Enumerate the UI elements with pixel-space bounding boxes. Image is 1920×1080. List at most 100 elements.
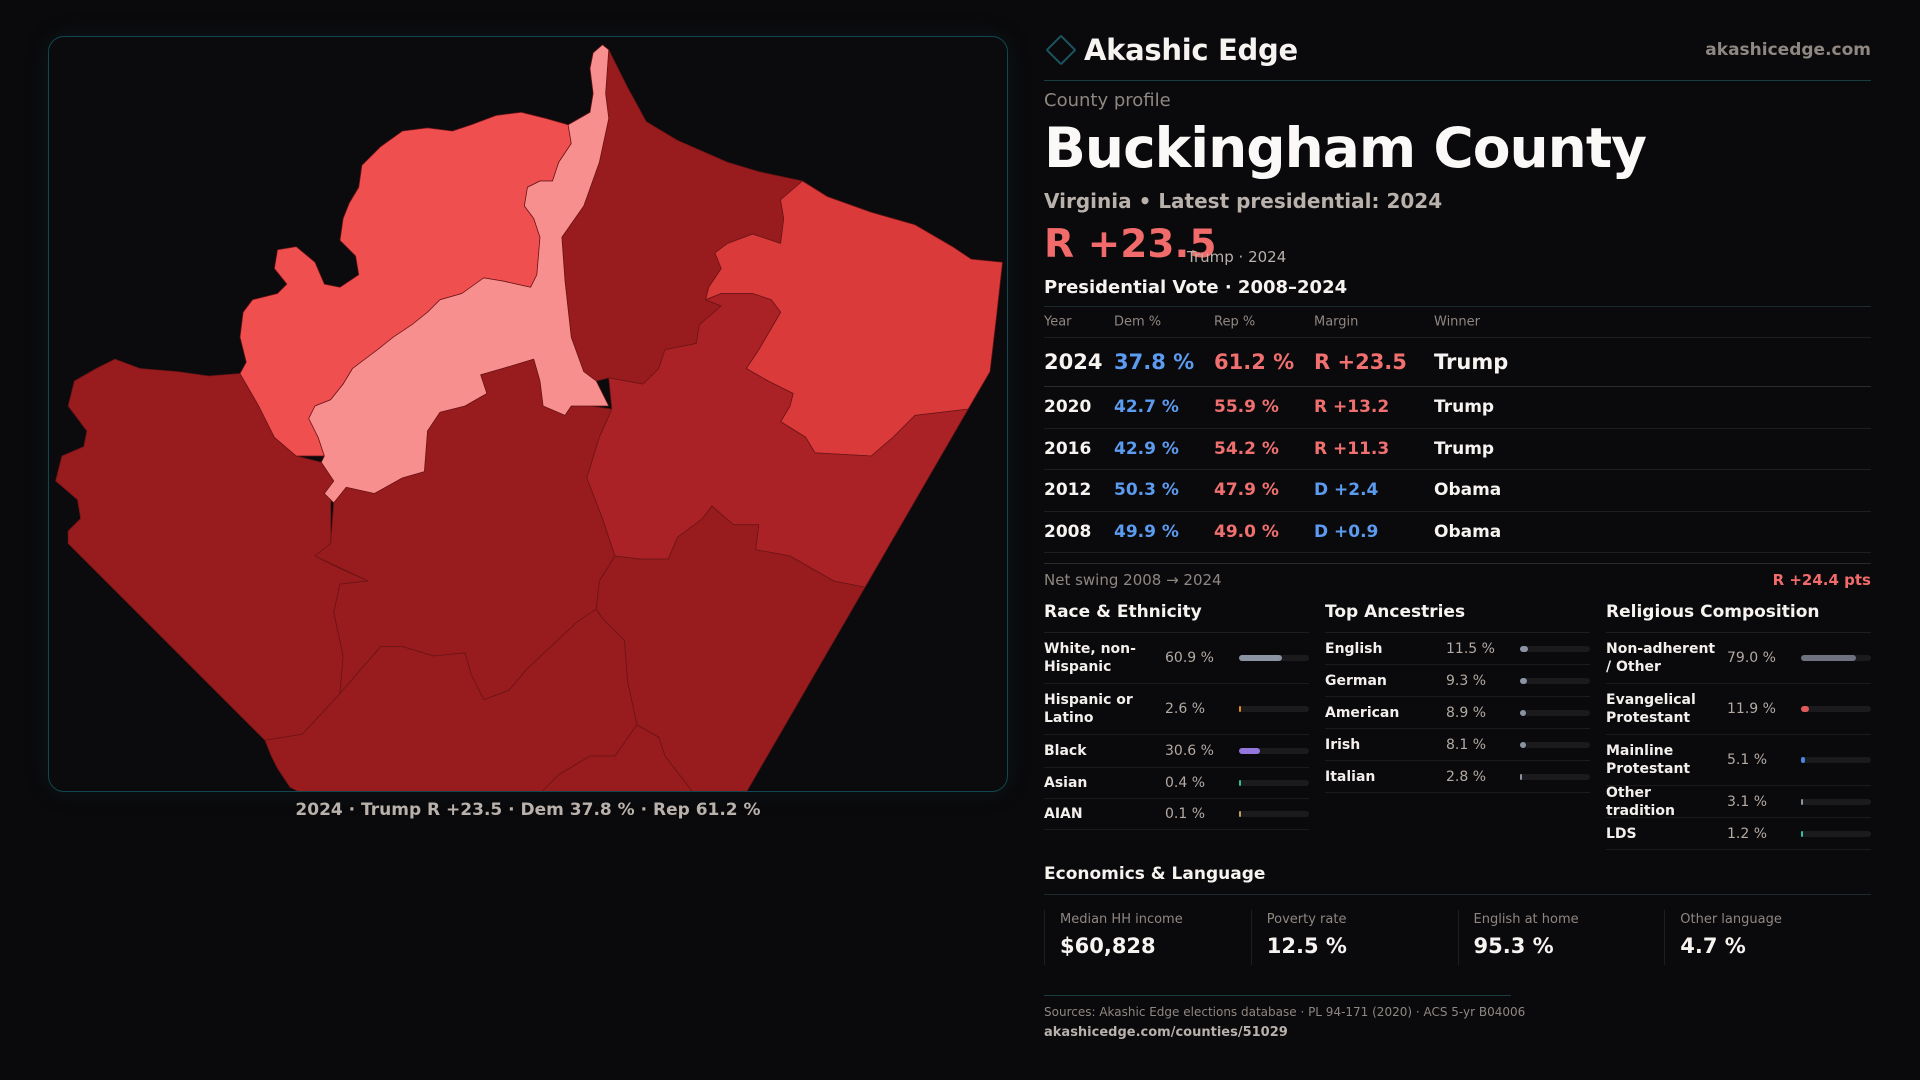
vote-year: 2024 xyxy=(1044,350,1103,374)
religion-row: Evangelical Protestant 11.9 % xyxy=(1606,684,1871,735)
county-url[interactable]: akashicedge.com/counties/51029 xyxy=(1044,1025,1288,1040)
brand[interactable]: Akashic Edge xyxy=(1044,30,1298,70)
stat-label: American xyxy=(1325,704,1400,721)
race-row: White, non-Hispanic 60.9 % xyxy=(1044,633,1309,684)
vote-margin: D +0.9 xyxy=(1314,521,1379,542)
swing-label: Net swing 2008 → 2024 xyxy=(1044,571,1222,589)
religion-row: Non-adherent / Other 79.0 % xyxy=(1606,633,1871,684)
religion-row: Other tradition 3.1 % xyxy=(1606,784,1871,819)
econ-card-poverty: Poverty rate 12.5 % xyxy=(1250,910,1458,965)
card-label: English at home xyxy=(1473,912,1579,927)
vote-year: 2012 xyxy=(1044,480,1092,501)
stat-value: 60.9 % xyxy=(1165,650,1214,666)
economics-title: Economics & Language xyxy=(1044,864,1266,884)
county-map-panel xyxy=(48,36,1008,792)
stat-bar-fill xyxy=(1520,741,1526,748)
stat-bar-track xyxy=(1801,706,1871,712)
race-section: Race & Ethnicity White, non-Hispanic 60.9… xyxy=(1044,602,1309,830)
col-winner: Winner xyxy=(1434,314,1481,329)
vote-winner: Trump xyxy=(1434,438,1495,459)
stat-value: 11.9 % xyxy=(1727,701,1776,717)
stat-bar-fill xyxy=(1520,773,1522,780)
stat-value: 11.5 % xyxy=(1446,640,1495,657)
card-value: 95.3 % xyxy=(1473,934,1554,958)
votes-divider xyxy=(1044,306,1871,307)
card-label: Median HH income xyxy=(1060,912,1183,927)
stat-value: 30.6 % xyxy=(1165,743,1214,759)
stat-bar-track xyxy=(1520,645,1590,652)
vote-year: 2016 xyxy=(1044,438,1092,459)
vote-rep: 49.0 % xyxy=(1214,521,1279,542)
stat-bar-fill xyxy=(1801,655,1857,661)
religion-section: Religious Composition Non-adherent / Oth… xyxy=(1606,602,1871,850)
card-value: 4.7 % xyxy=(1680,934,1746,958)
sources-note: Sources: Akashic Edge elections database… xyxy=(1044,1005,1526,1019)
stat-label: Non-adherent / Other xyxy=(1606,641,1716,675)
stat-bar-track xyxy=(1520,677,1590,684)
stat-bar-track xyxy=(1239,811,1309,817)
religion-row: LDS 1.2 % xyxy=(1606,818,1871,850)
col-margin: Margin xyxy=(1314,314,1359,329)
ancestry-row: Italian 2.8 % xyxy=(1325,761,1590,793)
religion-title: Religious Composition xyxy=(1606,602,1871,633)
footer-divider xyxy=(1044,995,1511,996)
stat-value: 0.1 % xyxy=(1165,806,1206,822)
vote-year: 2020 xyxy=(1044,397,1092,418)
stat-value: 0.4 % xyxy=(1165,775,1206,791)
stat-value: 2.8 % xyxy=(1446,768,1487,785)
vote-winner: Obama xyxy=(1434,480,1502,501)
vote-row: 2024 37.8 % 61.2 % R +23.5 Trump xyxy=(1044,338,1871,387)
site-link[interactable]: akashicedge.com xyxy=(1705,40,1871,60)
vote-table-header: Year Dem % Rep % Margin Winner xyxy=(1044,306,1871,338)
vote-margin: R +23.5 xyxy=(1314,350,1407,374)
stat-bar-track xyxy=(1801,830,1871,837)
header-divider xyxy=(1044,80,1871,81)
vote-winner: Trump xyxy=(1434,350,1509,374)
stat-bar-fill xyxy=(1239,706,1241,712)
stat-bar-track xyxy=(1239,655,1309,661)
stat-bar-track xyxy=(1801,655,1871,661)
stat-label: LDS xyxy=(1606,825,1637,842)
stat-bar-fill xyxy=(1239,748,1261,754)
card-value: 12.5 % xyxy=(1266,934,1347,958)
stat-value: 3.1 % xyxy=(1727,793,1768,810)
stat-value: 2.6 % xyxy=(1165,701,1206,717)
vote-year: 2008 xyxy=(1044,521,1092,542)
stat-bar-fill xyxy=(1801,757,1805,763)
stat-label: English xyxy=(1325,640,1383,657)
vote-row: 2012 50.3 % 47.9 % D +2.4 Obama xyxy=(1044,470,1871,512)
stat-bar-track xyxy=(1239,780,1309,786)
stat-bar-fill xyxy=(1520,645,1529,652)
vote-winner: Trump xyxy=(1434,397,1495,418)
stat-value: 9.3 % xyxy=(1446,672,1487,689)
map-region-light-band[interactable] xyxy=(308,44,610,504)
ancestry-row: German 9.3 % xyxy=(1325,665,1590,697)
swing-divider xyxy=(1044,563,1871,564)
card-value: $60,828 xyxy=(1060,934,1156,958)
stat-bar-track xyxy=(1801,757,1871,763)
vote-margin: R +13.2 xyxy=(1314,397,1390,418)
diamond-outline-icon xyxy=(1045,34,1077,66)
stat-bar-track xyxy=(1520,741,1590,748)
stat-label: Other tradition xyxy=(1606,784,1675,819)
econ-card-english: English at home 95.3 % xyxy=(1457,910,1665,965)
vote-row: 2008 49.9 % 49.0 % D +0.9 Obama xyxy=(1044,512,1871,553)
map-region-south[interactable] xyxy=(443,724,727,792)
ancestry-row: Irish 8.1 % xyxy=(1325,729,1590,761)
economics-divider xyxy=(1044,894,1871,895)
vote-rep: 55.9 % xyxy=(1214,397,1279,418)
card-label: Poverty rate xyxy=(1266,912,1347,927)
vote-rep: 61.2 % xyxy=(1214,350,1295,374)
stat-bar-fill xyxy=(1801,798,1804,805)
stat-label: Hispanic or Latino xyxy=(1044,692,1133,726)
econ-card-other-language: Other language 4.7 % xyxy=(1664,910,1871,965)
col-dem: Dem % xyxy=(1114,314,1162,329)
vote-margin: D +2.4 xyxy=(1314,480,1379,501)
stat-bar-fill xyxy=(1520,709,1527,716)
page-subtitle: Virginia • Latest presidential: 2024 xyxy=(1044,189,1443,213)
stat-label: Italian xyxy=(1325,768,1376,785)
stat-label: Black xyxy=(1044,743,1087,759)
stat-bar-track xyxy=(1239,706,1309,712)
vote-dem: 37.8 % xyxy=(1114,350,1195,374)
stat-label: German xyxy=(1325,672,1387,689)
